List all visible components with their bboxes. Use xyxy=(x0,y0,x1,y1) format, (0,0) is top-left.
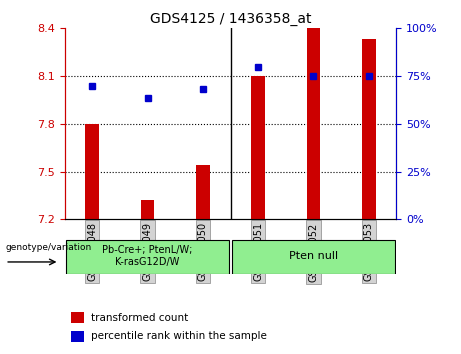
FancyBboxPatch shape xyxy=(231,240,396,274)
Text: percentile rank within the sample: percentile rank within the sample xyxy=(91,331,267,341)
Bar xyxy=(196,165,210,219)
FancyBboxPatch shape xyxy=(65,240,230,274)
Title: GDS4125 / 1436358_at: GDS4125 / 1436358_at xyxy=(150,12,311,26)
Bar xyxy=(362,40,376,219)
Bar xyxy=(141,200,154,219)
Text: Pten null: Pten null xyxy=(289,251,338,261)
Text: genotype/variation: genotype/variation xyxy=(5,243,91,252)
Bar xyxy=(71,331,84,342)
Bar xyxy=(71,312,84,323)
Bar xyxy=(251,76,265,219)
Text: transformed count: transformed count xyxy=(91,313,189,323)
Bar xyxy=(307,28,320,219)
Text: Pb-Cre+; PtenL/W;
K-rasG12D/W: Pb-Cre+; PtenL/W; K-rasG12D/W xyxy=(102,245,193,267)
Bar xyxy=(85,124,99,219)
